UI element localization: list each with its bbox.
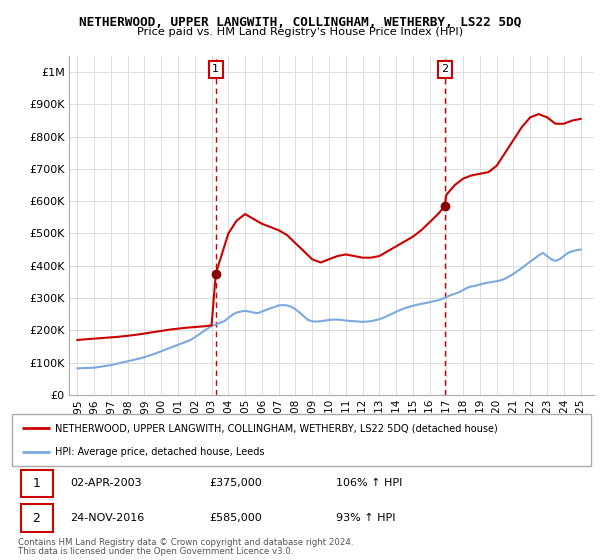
Text: 93% ↑ HPI: 93% ↑ HPI bbox=[336, 513, 396, 523]
Text: 2: 2 bbox=[32, 512, 40, 525]
Text: £585,000: £585,000 bbox=[209, 513, 262, 523]
Text: 02-APR-2003: 02-APR-2003 bbox=[70, 478, 142, 488]
Text: 1: 1 bbox=[32, 477, 40, 490]
Text: 2: 2 bbox=[441, 64, 448, 74]
Text: 106% ↑ HPI: 106% ↑ HPI bbox=[336, 478, 403, 488]
Text: Price paid vs. HM Land Registry's House Price Index (HPI): Price paid vs. HM Land Registry's House … bbox=[137, 27, 463, 38]
Text: This data is licensed under the Open Government Licence v3.0.: This data is licensed under the Open Gov… bbox=[18, 547, 293, 556]
Text: NETHERWOOD, UPPER LANGWITH, COLLINGHAM, WETHERBY, LS22 5DQ (detached house): NETHERWOOD, UPPER LANGWITH, COLLINGHAM, … bbox=[55, 423, 498, 433]
Text: NETHERWOOD, UPPER LANGWITH, COLLINGHAM, WETHERBY, LS22 5DQ: NETHERWOOD, UPPER LANGWITH, COLLINGHAM, … bbox=[79, 16, 521, 29]
Text: 24-NOV-2016: 24-NOV-2016 bbox=[70, 513, 144, 523]
Text: £375,000: £375,000 bbox=[209, 478, 262, 488]
FancyBboxPatch shape bbox=[20, 505, 53, 532]
Text: 1: 1 bbox=[212, 64, 219, 74]
Text: HPI: Average price, detached house, Leeds: HPI: Average price, detached house, Leed… bbox=[55, 447, 265, 457]
Text: Contains HM Land Registry data © Crown copyright and database right 2024.: Contains HM Land Registry data © Crown c… bbox=[18, 538, 353, 547]
FancyBboxPatch shape bbox=[12, 414, 591, 466]
FancyBboxPatch shape bbox=[20, 470, 53, 497]
